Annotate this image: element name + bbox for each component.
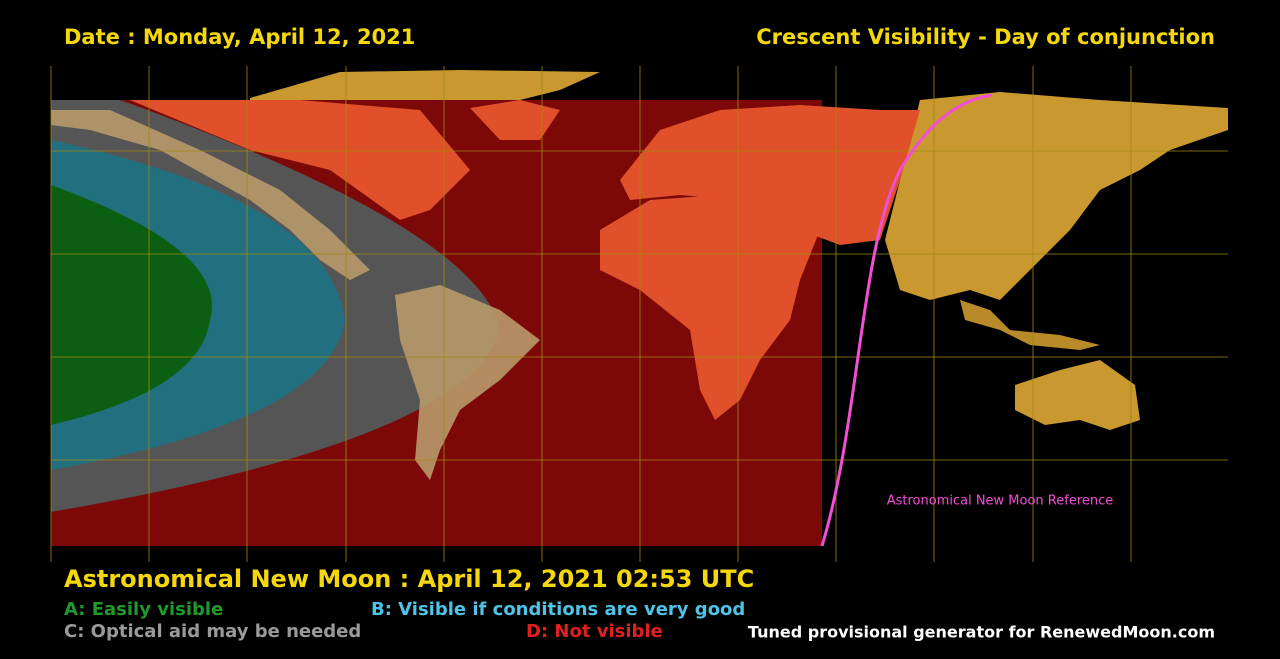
asia-land [885, 92, 1228, 300]
north-america-north-land [130, 100, 470, 220]
legend-b: B: Visible if conditions are very good [371, 599, 745, 620]
graticule [50, 66, 1228, 562]
eurasia-west-land [620, 105, 920, 245]
north-america-land [51, 110, 370, 280]
map: Astronomical New Moon Reference [50, 66, 1228, 562]
date-label: Date : Monday, April 12, 2021 [64, 25, 415, 49]
credit: Tuned provisional generator for RenewedM… [748, 623, 1215, 642]
greenland-land [470, 100, 560, 140]
legend-c: C: Optical aid may be needed [64, 621, 361, 642]
australia-land [1015, 360, 1140, 430]
new-moon-curve [820, 93, 993, 547]
new-moon-time: Astronomical New Moon : April 12, 2021 0… [64, 565, 754, 593]
curve-annotation: Astronomical New Moon Reference [887, 494, 1114, 509]
indonesia-land [960, 300, 1100, 350]
legend-d: D: Not visible [526, 621, 663, 642]
legend-a: A: Easily visible [64, 599, 223, 620]
arctic-land [250, 70, 600, 100]
map-title: Crescent Visibility - Day of conjunction [756, 25, 1215, 49]
south-america-land [395, 285, 540, 480]
zone-a [51, 185, 213, 425]
africa-land [600, 195, 820, 420]
